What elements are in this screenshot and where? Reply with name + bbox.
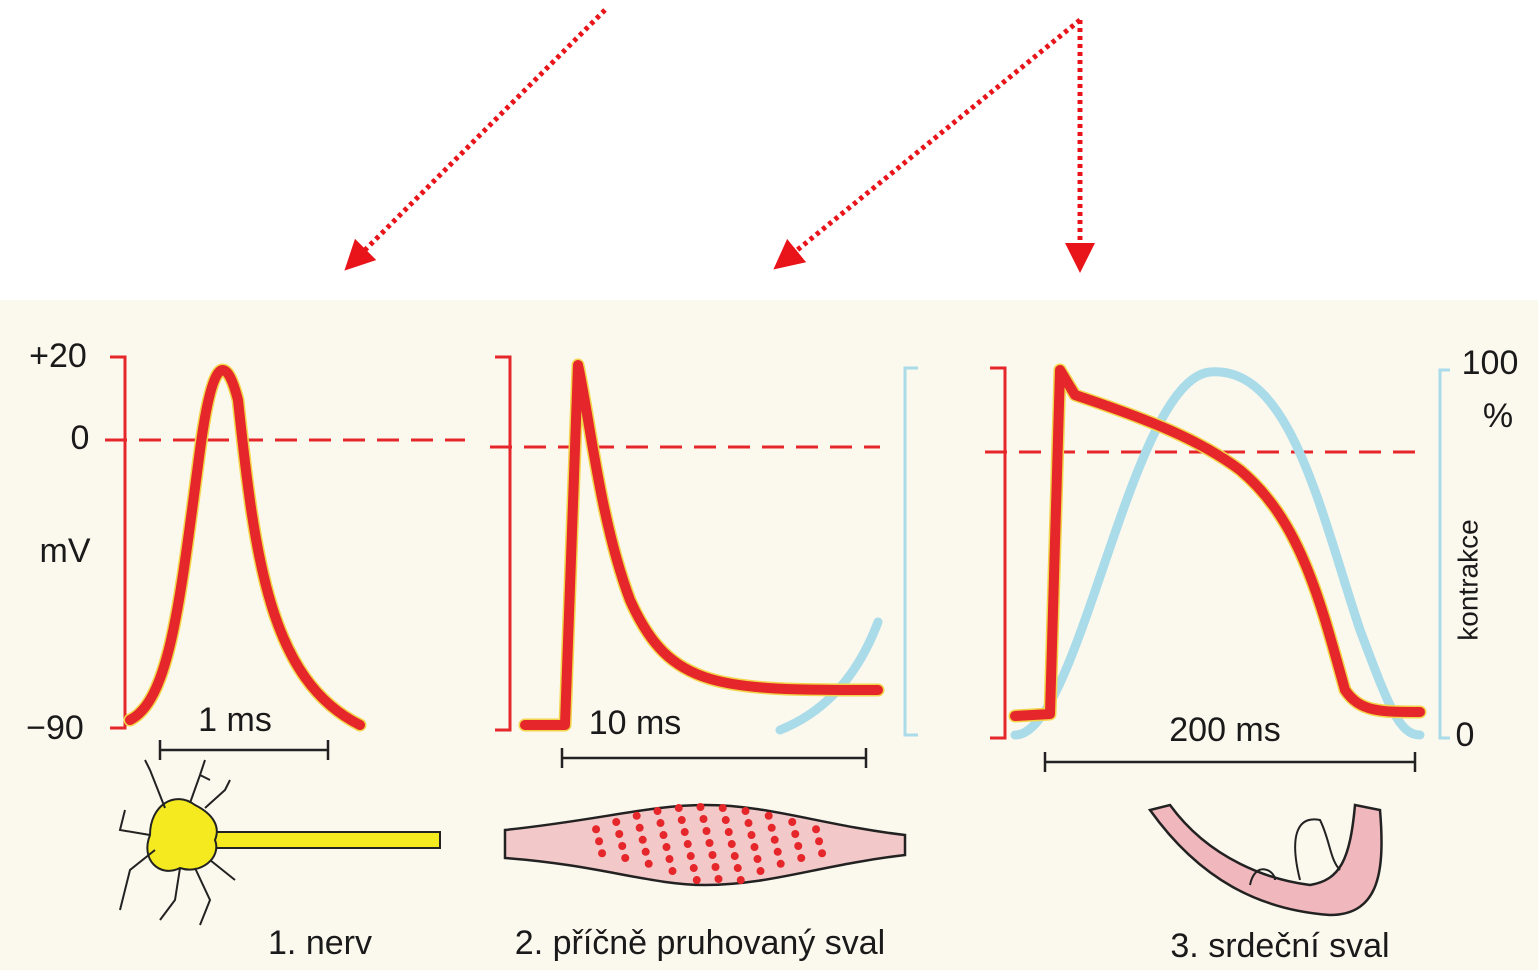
striation-dot [733,864,742,873]
shape [118,759,236,926]
striation-dot [635,823,644,832]
shape [495,355,512,732]
striation-dot [756,867,765,876]
shape [592,803,827,885]
striation-dot [615,830,624,838]
shape [110,355,127,730]
striation-dot [598,849,607,858]
mv-top-label: +20 [29,337,87,375]
striation-dot [730,852,739,861]
striation-dot [674,804,683,813]
caption: 3. srdeční sval [1170,927,1389,965]
striation-dot [659,831,668,840]
striation-dot [692,876,701,885]
striation-dot [708,851,717,859]
contraction-unit-label: % [1483,397,1513,435]
striation-dot [744,819,753,828]
striation-dot [621,854,630,862]
mv-bottom-label: −90 [26,709,84,747]
shape [158,740,330,760]
striation-dot [665,855,674,864]
shape [773,18,1082,270]
shape [1010,367,1425,740]
striation-dot [791,830,800,838]
striation-dot [705,839,714,847]
striation-dot [767,823,776,832]
striation-dot [741,807,750,816]
striation-dot [773,847,782,856]
time-scale-label: 200 ms [1169,711,1281,749]
striation-dot [638,835,647,844]
shape [211,831,441,849]
shape [344,8,607,271]
striation-dot [677,816,686,825]
shape [1438,368,1450,740]
striation-dot [747,831,756,840]
striation-dot [612,818,621,826]
shape [560,748,868,768]
striation-dot [721,816,730,825]
shape [1043,752,1417,772]
striation-dot [702,827,711,835]
panel-nerve [105,355,465,926]
panel-cardiac [985,363,1450,917]
striation-dot [641,847,650,856]
striation-dot [750,843,759,852]
striation-dot [686,852,695,861]
striation-dot [788,818,797,826]
caption: 1. nerv [268,924,372,962]
striation-dot [776,859,785,868]
striation-dot [797,854,806,862]
striation-dot [592,825,601,834]
shape [146,798,218,872]
arrows [344,8,1095,273]
shape [1147,803,1383,917]
caption: 2. příčně pruhovaný sval [515,924,885,962]
contraction-axis-label: kontrakce [1452,519,1483,640]
striation-dot [794,842,803,850]
shape [1010,365,1425,721]
striation-dot [711,863,720,871]
striation-dot [595,837,604,846]
shape [125,365,365,730]
striation-dot [714,875,723,883]
striation-dot [632,811,641,820]
shape [1249,818,1341,886]
shape [903,366,918,737]
striation-dot [764,811,773,820]
striation-dot [724,828,733,837]
striation-dot [683,840,692,849]
striation-dot [736,876,745,885]
panel-skeletal [490,355,918,887]
mv-unit-label: mV [40,532,91,570]
striation-dot [618,842,627,850]
striation-dot [662,843,671,852]
striation-dot [699,815,708,823]
striation-dot [644,859,653,868]
striation-dot [753,855,762,864]
striation-dot [815,837,824,846]
striation-dot [727,840,736,849]
contraction-top-label: 100 [1462,344,1519,382]
contraction-bottom-label: 0 [1456,716,1475,754]
shape [520,360,883,730]
mv-zero-label: 0 [71,419,90,457]
striation-dot [718,804,727,813]
striation-dot [656,819,665,828]
shape [990,366,1007,740]
striation-dot [689,864,698,873]
striation-dot [818,849,827,858]
striation-dot [812,825,821,834]
striation-dot [668,867,677,876]
striation-dot [680,828,689,837]
striation-dot [696,803,705,811]
striation-dot [770,835,779,844]
time-scale-label: 1 ms [198,701,272,739]
striation-dot [653,807,662,816]
time-scale-label: 10 ms [589,704,682,742]
